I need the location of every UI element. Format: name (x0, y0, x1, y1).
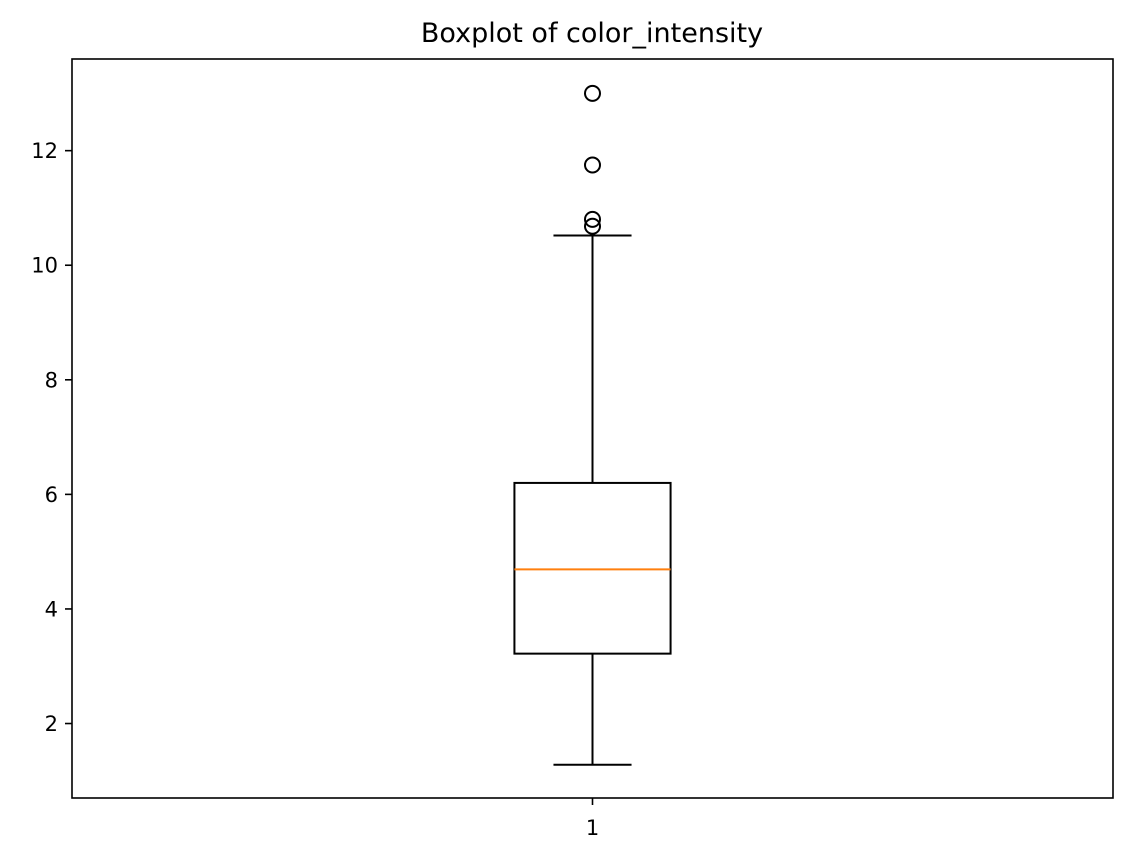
outlier-point (584, 156, 601, 174)
y-tick-label: 6 (45, 483, 58, 507)
outlier-point (584, 217, 601, 235)
y-tick-label: 4 (45, 597, 58, 621)
box-group (513, 84, 672, 766)
interquartile-box (513, 481, 672, 655)
chart-title: Boxplot of color_intensity (421, 18, 763, 49)
y-tick-label: 10 (31, 254, 58, 278)
box-series (513, 84, 672, 766)
outlier-point (584, 84, 601, 102)
outlier-point (584, 210, 601, 228)
y-tick-label: 8 (45, 368, 58, 392)
x-axis: 1 (586, 798, 599, 840)
y-axis: 2 4 6 8 10 12 (31, 139, 72, 736)
x-tick-label: 1 (586, 816, 599, 840)
y-tick-label: 2 (45, 712, 58, 736)
y-tick-label: 12 (31, 139, 58, 163)
